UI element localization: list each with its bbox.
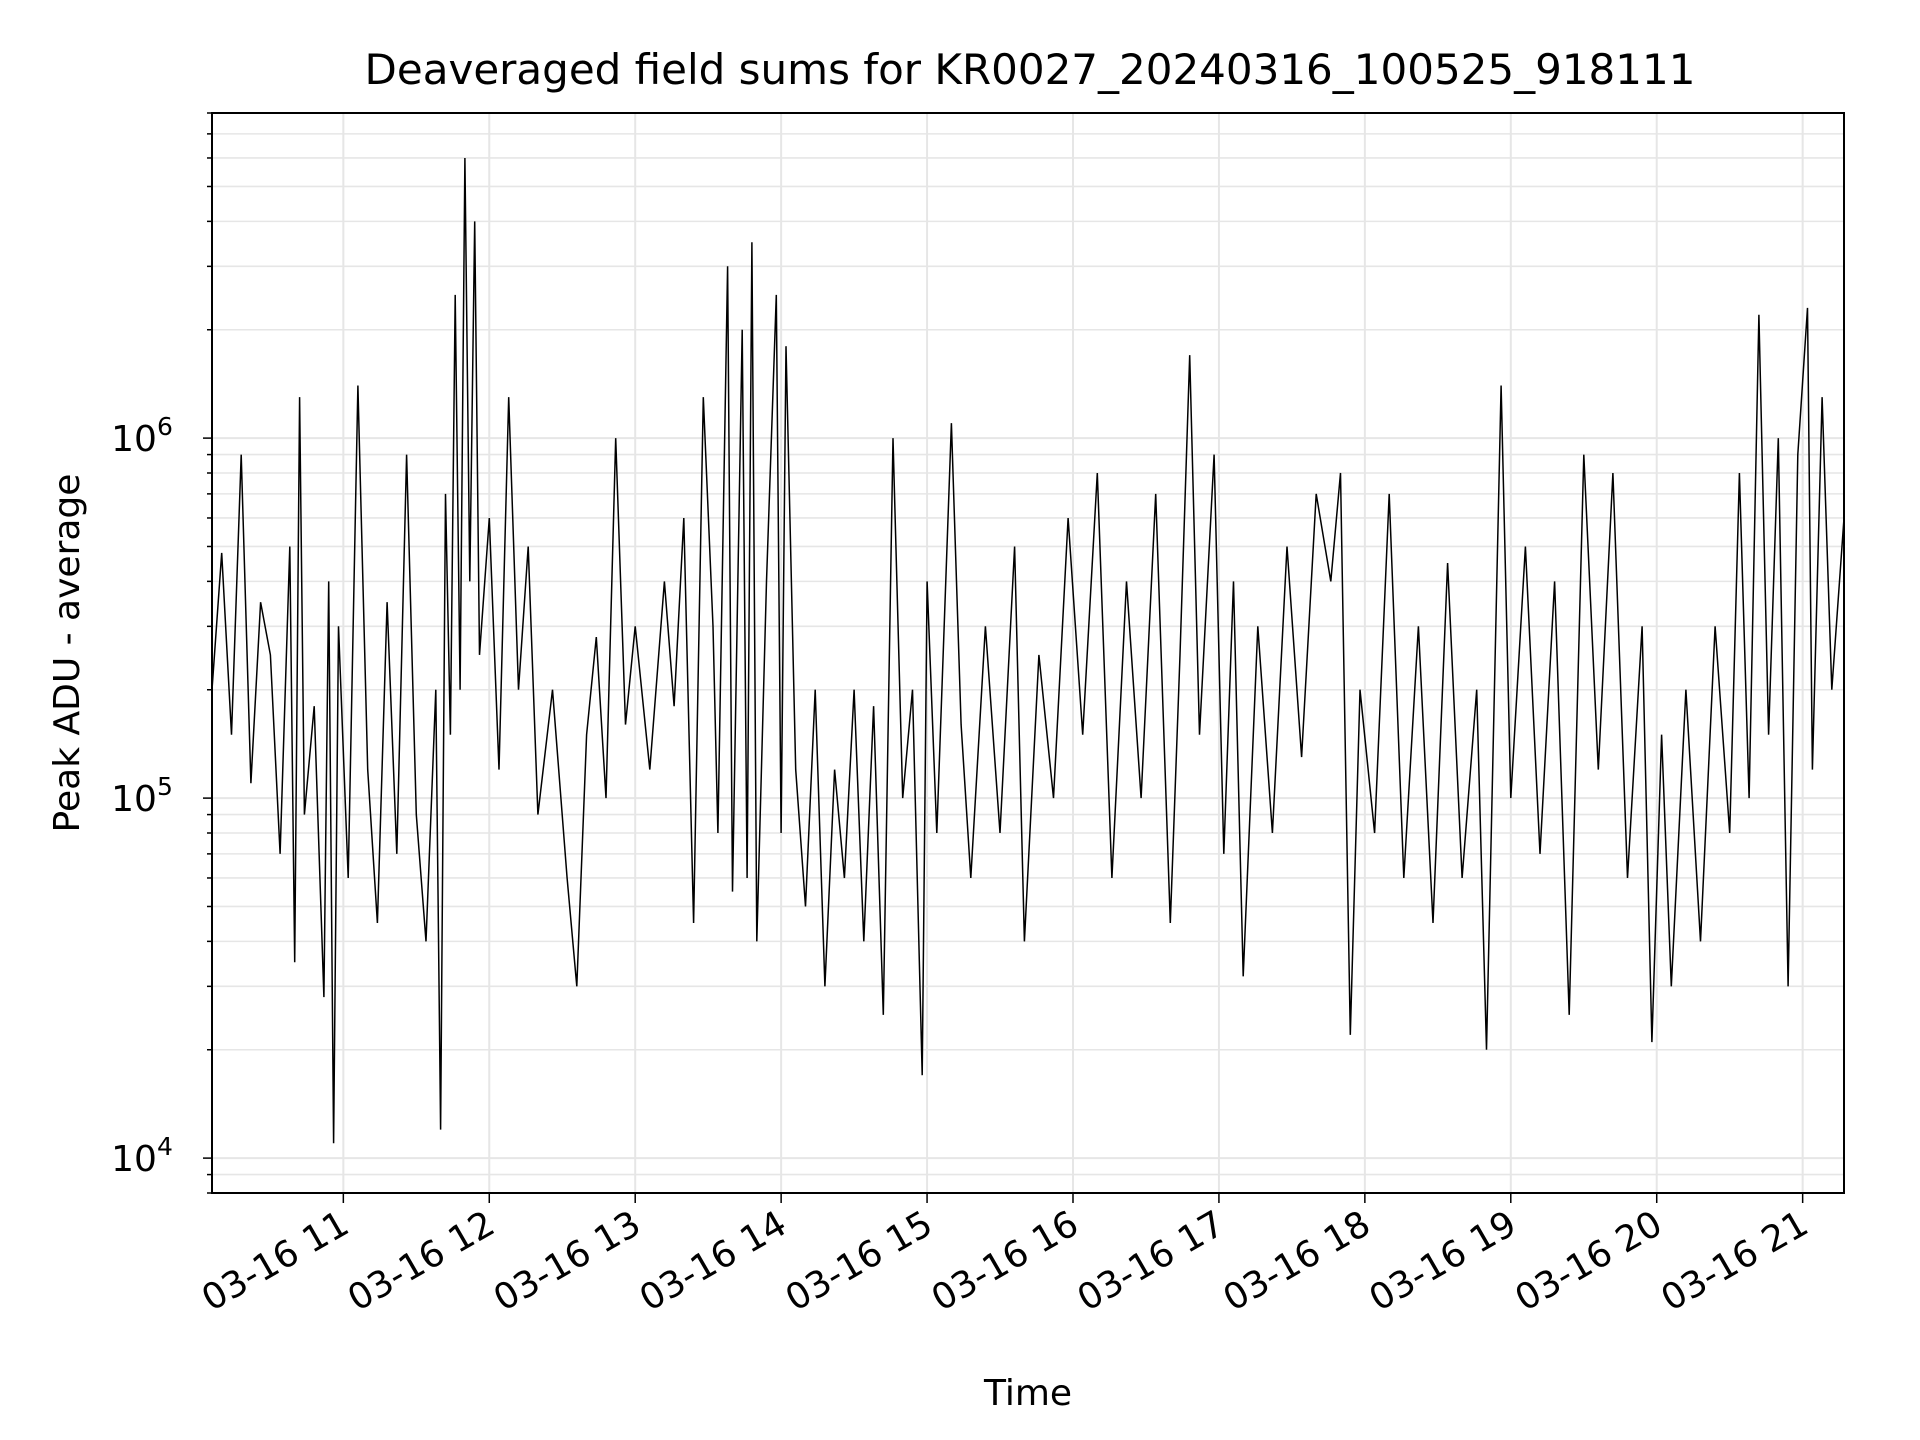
chart-title: Deaveraged field sums for KR0027_2024031… (365, 45, 1696, 94)
series-layer (211, 157, 1845, 1144)
series-line (211, 157, 1845, 1144)
y-axis: 104 105 106 (111, 112, 212, 1194)
y-axis-label: Peak ADU - average (47, 474, 88, 833)
y-tick-label: 106 (111, 412, 173, 460)
plot-area-frame (211, 112, 1845, 1194)
y-tick-label: 105 (111, 772, 173, 820)
x-axis-label: Time (983, 1373, 1072, 1414)
y-tick-label: 104 (111, 1132, 173, 1180)
grid-lines (212, 112, 1844, 1194)
